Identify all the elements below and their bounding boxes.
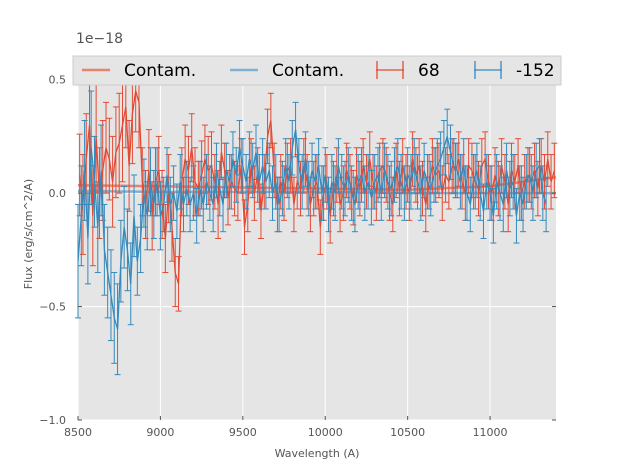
series-line [77, 129, 547, 330]
x-tick-label: 8500 [64, 426, 92, 439]
x-tick-label: 9000 [146, 426, 174, 439]
x-tick-label: 11000 [473, 426, 508, 439]
legend-label: 68 [418, 61, 440, 81]
y-axis-label: Flux (erg/s/cm^2/A) [22, 179, 35, 289]
x-axis-label: Wavelength (A) [275, 447, 360, 460]
data-series [75, 56, 558, 376]
plot-area [78, 57, 556, 420]
series--152 [75, 90, 550, 376]
y-tick-label: 0.5 [49, 74, 67, 87]
legend-errorbar-swatch [474, 61, 502, 79]
x-tick-label: 10500 [390, 426, 425, 439]
x-tick-label: 10000 [308, 426, 343, 439]
legend-label: Contam. [124, 61, 196, 81]
y-tick-label: −1.0 [39, 414, 66, 427]
y-tick-label: 0.0 [49, 187, 67, 200]
legend-label: -152 [516, 61, 555, 81]
series-line [78, 90, 556, 285]
legend: Contam. Contam. 68 -152 [72, 55, 562, 86]
y-tick-label: −0.5 [39, 301, 66, 314]
y-offset-label: 1e−18 [76, 31, 123, 47]
legend-label: Contam. [272, 61, 344, 81]
legend-errorbar-swatch [376, 61, 404, 79]
axis-ticks: 8500 9000 9500 10000 10500 11000 −1.0 −0.5 0.0 0.… [39, 57, 556, 439]
x-tick-label: 9500 [229, 426, 257, 439]
